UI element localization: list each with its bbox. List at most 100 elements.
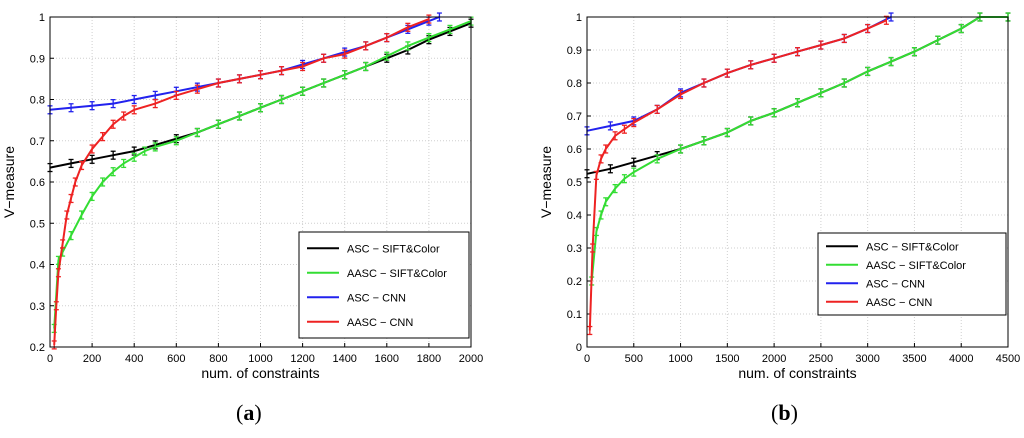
data-point xyxy=(795,98,800,108)
legend-label: AASC − CNN xyxy=(866,297,932,309)
data-point xyxy=(724,127,730,138)
data-point xyxy=(384,51,390,61)
legend-label: ASC − CNN xyxy=(866,278,925,290)
y-tick-label: 0.7 xyxy=(567,111,582,123)
y-tick-label: 1 xyxy=(39,12,45,24)
data-point xyxy=(142,146,148,156)
x-tick-label: 2500 xyxy=(809,353,833,365)
data-point xyxy=(194,127,200,138)
x-axis-label: num. of constraints xyxy=(201,365,319,381)
y-axis-label: V−measure xyxy=(1,146,17,218)
x-tick-label: 500 xyxy=(625,353,643,365)
data-point xyxy=(607,164,613,174)
x-tick-label: 0 xyxy=(584,353,590,365)
data-point xyxy=(621,124,627,134)
x-tick-label: 400 xyxy=(125,353,143,365)
data-point xyxy=(405,41,411,51)
data-point xyxy=(194,84,200,94)
data-point xyxy=(300,61,306,72)
data-point xyxy=(598,210,604,220)
data-point xyxy=(631,157,637,167)
data-point xyxy=(590,243,596,253)
legend-label: AASC − SIFT&Color xyxy=(866,260,966,272)
data-point xyxy=(612,183,618,194)
data-point xyxy=(771,108,777,118)
y-tick-label: 0.5 xyxy=(567,177,582,189)
data-point xyxy=(131,94,137,105)
data-point xyxy=(60,239,66,249)
x-tick-label: 600 xyxy=(167,353,185,365)
y-tick-label: 0.7 xyxy=(30,136,45,148)
x-tick-label: 1200 xyxy=(290,353,314,365)
data-point xyxy=(55,268,61,278)
data-point xyxy=(173,90,179,100)
y-tick-label: 1 xyxy=(576,12,582,24)
data-point xyxy=(911,47,917,57)
data-point xyxy=(342,70,348,80)
data-point xyxy=(818,88,824,98)
data-point xyxy=(110,99,116,109)
data-point xyxy=(865,66,871,77)
series-aasc-sift-color xyxy=(589,12,1011,286)
data-point xyxy=(89,191,95,202)
data-point xyxy=(603,144,609,154)
data-point xyxy=(152,142,158,152)
data-point xyxy=(68,103,74,113)
data-point xyxy=(612,131,618,141)
caption-b: (b) xyxy=(771,400,798,425)
y-tick-label: 0.8 xyxy=(30,95,45,107)
data-point xyxy=(631,117,637,128)
y-tick-label: 0.3 xyxy=(567,243,582,255)
x-tick-label: 1500 xyxy=(715,353,739,365)
data-point xyxy=(72,177,78,187)
y-tick-label: 0.5 xyxy=(30,218,45,230)
data-point xyxy=(258,103,263,113)
data-point xyxy=(152,99,158,109)
panel-b: 0 500 1000 1500 2000 2500 3000 3500 4000 4500 0 0.1… xyxy=(538,12,1020,381)
data-point xyxy=(701,136,707,146)
data-point xyxy=(426,33,432,43)
data-point xyxy=(89,154,95,164)
data-point xyxy=(89,101,95,111)
legend-label: AASC − SIFT&Color xyxy=(347,268,447,280)
data-point xyxy=(426,14,432,24)
data-point xyxy=(300,86,306,96)
data-point xyxy=(53,301,59,311)
data-point xyxy=(678,89,684,100)
y-tick-label: 0.4 xyxy=(567,210,582,222)
x-tick-label: 1800 xyxy=(417,353,441,365)
data-point xyxy=(64,210,70,220)
data-point xyxy=(447,24,453,34)
y-tick-label: 0.2 xyxy=(567,276,582,288)
data-point xyxy=(279,94,285,105)
y-tick-label: 0.6 xyxy=(30,177,45,189)
data-point xyxy=(321,53,327,63)
legend: ASC − SIFT&Color AASC − SIFT&Color ASC − C… xyxy=(817,232,1007,316)
data-point xyxy=(342,49,348,59)
x-tick-label: 3500 xyxy=(902,353,926,365)
data-point xyxy=(121,158,127,169)
data-point xyxy=(841,78,847,88)
data-point xyxy=(236,74,242,84)
data-point xyxy=(621,174,627,184)
data-point xyxy=(131,105,137,115)
data-point xyxy=(79,160,85,171)
legend-label: AASC − CNN xyxy=(347,317,413,329)
data-point xyxy=(100,177,106,187)
y-tick-label: 0.8 xyxy=(567,78,582,90)
data-point xyxy=(958,23,964,34)
data-point xyxy=(771,53,777,63)
data-point xyxy=(215,78,221,88)
y-axis-label: V−measure xyxy=(538,146,554,218)
data-point xyxy=(883,15,889,25)
data-point xyxy=(321,78,327,88)
series-aasc-cnn xyxy=(51,14,432,350)
data-point xyxy=(279,66,285,76)
data-point xyxy=(110,119,116,129)
caption-a: (a) xyxy=(236,400,262,425)
data-point xyxy=(654,104,660,115)
data-point xyxy=(121,111,127,121)
x-tick-label: 4500 xyxy=(996,353,1020,365)
data-point xyxy=(888,56,894,67)
x-tick-label: 2000 xyxy=(762,353,786,365)
